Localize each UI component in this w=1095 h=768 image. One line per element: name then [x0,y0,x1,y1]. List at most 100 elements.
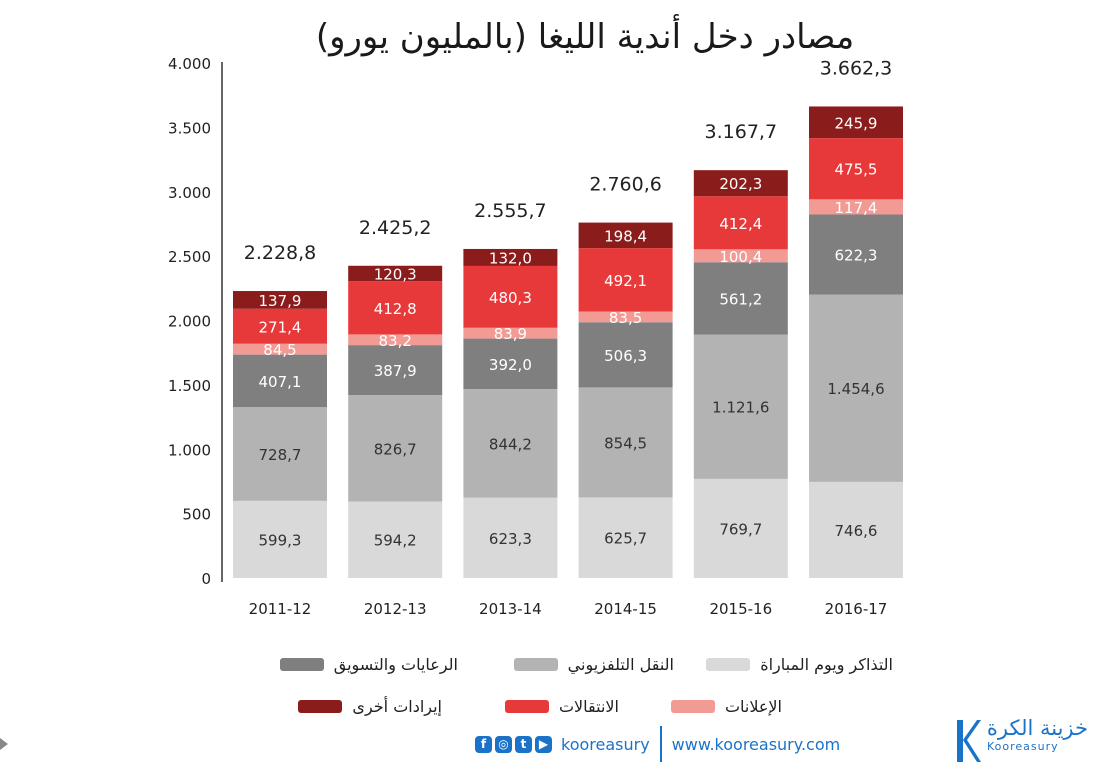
bar-total-label: 2.760,6 [589,174,662,196]
bar-segment-label: 622,3 [835,247,878,265]
bar-segment [463,389,558,498]
y-tick-label: 1.000 [168,441,211,459]
bar-segment [693,262,788,335]
legend-label-tickets: التذاكر ويوم المباراة [760,655,893,674]
bar-segment-label: 83,5 [609,309,642,327]
x-tick-label: 2013-14 [479,600,542,618]
x-axis-ticks: 2011-12 2012-13 2013-14 2014-15 2015-16 2016-… [249,600,888,618]
bar-segment-label: 625,7 [604,530,647,548]
bar-segment [233,500,327,578]
legend-label-sponsorship: الرعايات والتسويق [333,655,458,674]
legend-label-advertising: الإعلانات [724,697,782,716]
bar-segment-label: 594,2 [374,532,417,550]
bar-segment [578,222,673,249]
youtube-icon[interactable]: ▶ [535,735,552,753]
footer-social-bar: f ◎ t ▶ kooreasury www.kooreasury.com [475,726,841,762]
x-tick-label: 2011-12 [249,600,312,618]
bar-segment-label: 475,5 [835,161,878,179]
y-tick-label: 2.000 [168,313,211,331]
legend-item-tickets: التذاكر ويوم المباراة [683,655,893,674]
bar-segment-label: 412,8 [374,300,417,318]
twitter-icon[interactable]: t [515,735,532,753]
bar-segment [693,334,788,479]
bar-segment-label: 387,9 [374,362,417,380]
bar-segment [693,170,788,197]
footer-divider [659,726,662,762]
bar-total-label: 2.228,8 [244,242,317,264]
chart-title: مصادر دخل أندية الليغا (بالمليون يورو) [316,14,854,57]
bar-segment-label: 844,2 [489,435,532,453]
bar-segment-label: 1.121,6 [712,399,769,417]
legend-swatch-transfers [504,700,549,713]
stacked-bar-chart: مصادر دخل أندية الليغا (بالمليون يورو) 0… [168,14,903,618]
bar-segment-label: 1.454,6 [827,380,884,398]
legend-label-tv: النقل التلفزيوني [567,655,674,674]
bar-segment-label: 83,9 [494,325,527,343]
bar-segment [809,294,903,482]
bar-segment-label: 120,3 [374,266,417,284]
bar-segment-label: 561,2 [719,290,762,308]
bar-segment [233,291,327,309]
bar-segment-label: 117,4 [835,199,878,217]
bar-segment-label: 623,3 [489,530,532,548]
logo-k-icon [957,720,981,762]
bar-total-label: 3.167,7 [705,121,778,143]
legend-item-tv: النقل التلفزيوني [486,655,674,674]
bar-segment [233,343,327,355]
bar-segment [348,345,443,396]
bar-segment [463,497,558,578]
y-tick-label: 3.000 [168,184,211,202]
bar-segment [578,311,673,323]
bar-segment [463,248,558,266]
bar-total-label: 3.662,3 [820,57,893,79]
bar-segment [348,281,443,335]
bar-segment [578,322,673,388]
y-tick-label: 2.500 [168,248,211,266]
legend-item-advertising: الإعلانات [650,697,782,716]
bar-segment-label: 492,1 [604,272,647,290]
bar-segment-label: 271,4 [259,318,302,336]
bar-segment-label: 202,3 [719,175,762,193]
bar-segment-label: 83,2 [378,332,411,350]
x-tick-label: 2015-16 [709,600,772,618]
bar-segment-label: 392,0 [489,356,532,374]
bar-segment [348,265,443,282]
y-tick-label: 500 [182,506,211,524]
bar-segment [348,334,443,346]
page-edge-arrow-icon[interactable] [0,738,8,750]
legend-swatch-tv [513,658,558,671]
bar-segment [463,265,558,328]
bar-segment [578,248,673,312]
bar-segment [463,327,558,339]
bar-segment-label: 245,9 [835,114,878,132]
brand-logo: خزينة الكرة Kooreasury [955,716,1090,766]
x-tick-label: 2012-13 [364,600,427,618]
bar-segment [809,106,903,139]
legend-swatch-advertising [670,700,715,713]
social-handle[interactable]: kooreasury [561,734,650,754]
bar-segment [693,196,788,250]
bar-segment-label: 132,0 [489,249,532,267]
facebook-icon[interactable]: f [475,735,492,753]
bar-segment [578,387,673,498]
bar-segment-label: 407,1 [259,373,302,391]
bar-segment-label: 599,3 [259,531,302,549]
bar-segment-label: 198,4 [604,227,647,245]
instagram-icon[interactable]: ◎ [495,735,512,753]
bar-segment [809,138,903,200]
y-tick-label: 0 [201,570,211,588]
legend-item-other: إيرادات أخرى [282,697,442,716]
website-link[interactable]: www.kooreasury.com [671,734,841,754]
x-tick-label: 2014-15 [594,600,657,618]
bar-segment-label: 769,7 [719,520,762,538]
bar-segment-label: 480,3 [489,289,532,307]
y-tick-label: 3.500 [168,119,211,137]
bar-segment [693,249,788,263]
bar-total-label: 2.425,2 [359,217,432,239]
bar-segment [809,481,903,578]
bar-segment-label: 728,7 [259,446,302,464]
bar-segment-label: 412,4 [719,215,762,233]
bar-segment [233,407,327,501]
bar-segment-label: 506,3 [604,347,647,365]
legend-swatch-sponsorship [279,658,324,671]
